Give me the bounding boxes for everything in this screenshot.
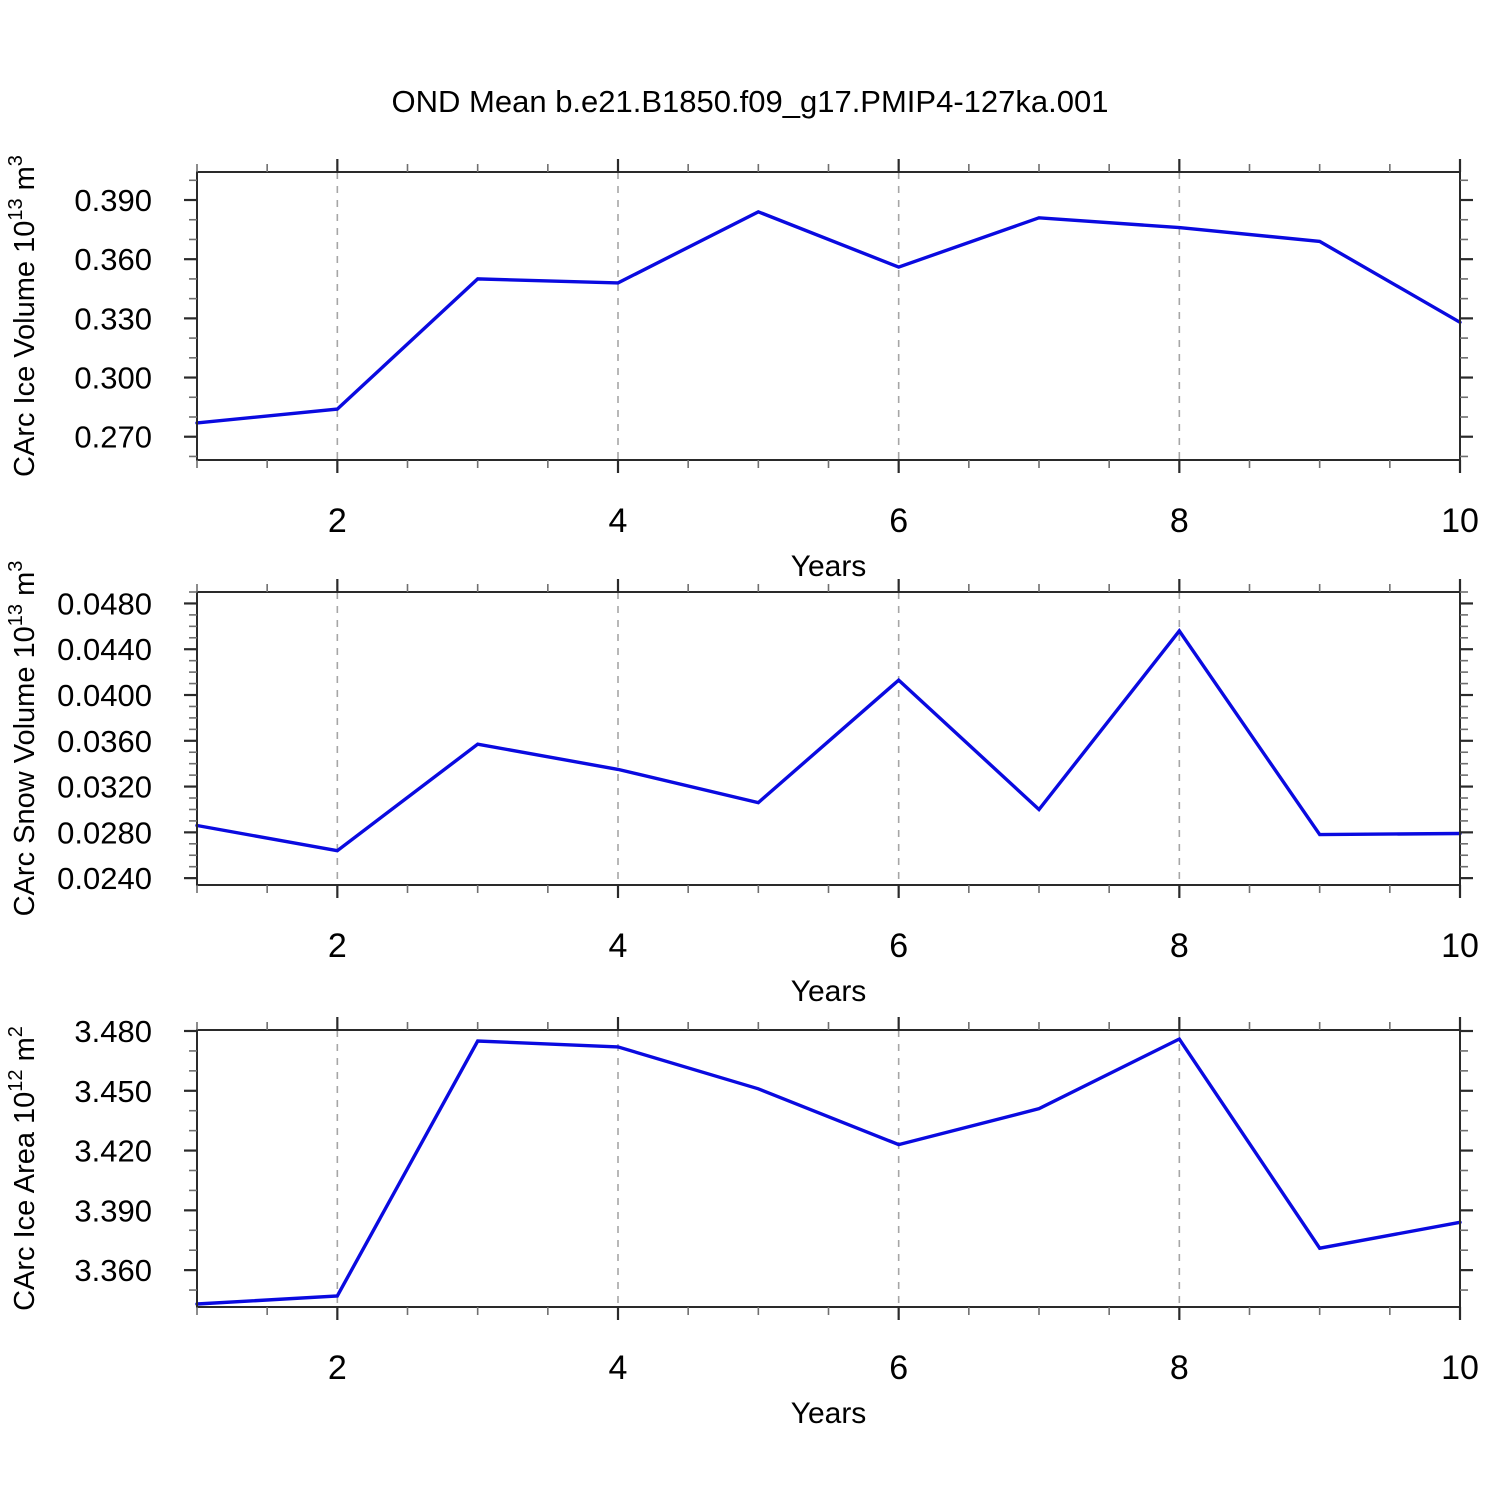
y-tick-label: 3.450 bbox=[74, 1074, 152, 1109]
panel-ice-volume: 2 4 6 8 10 0.270 0.300 0.330 0.360 0.390 Years CArc… bbox=[5, 155, 1479, 583]
x-axis-title: Years bbox=[791, 1397, 867, 1430]
x-tick-label: 8 bbox=[1170, 1349, 1189, 1387]
x-tick-label: 2 bbox=[328, 1349, 347, 1387]
x-tick-label: 8 bbox=[1170, 927, 1189, 965]
plot-frame bbox=[196, 171, 1461, 461]
y-tick-label: 0.0360 bbox=[57, 724, 152, 759]
data-line-snow-volume bbox=[195, 628, 1462, 853]
x-tick-label: 10 bbox=[1441, 1349, 1479, 1387]
chart-title: OND Mean b.e21.B1850.f09_g17.PMIP4-127ka… bbox=[391, 84, 1109, 119]
x-tick-label: 4 bbox=[609, 1349, 628, 1387]
x-tick-label: 10 bbox=[1441, 927, 1479, 965]
x-axis-title: Years bbox=[791, 975, 867, 1008]
x-tick-label: 10 bbox=[1441, 502, 1479, 540]
x-tick-label: 4 bbox=[609, 502, 628, 540]
y-tick-label: 3.480 bbox=[74, 1014, 152, 1049]
y-tick-label: 0.0280 bbox=[57, 815, 152, 850]
y-tick-label: 0.360 bbox=[74, 242, 152, 277]
x-tick-label: 2 bbox=[328, 502, 347, 540]
x-tick-label: 2 bbox=[328, 927, 347, 965]
y-axis-title: CArc Ice Volume 1013 m3 bbox=[5, 155, 41, 477]
plot-frame bbox=[196, 1029, 1461, 1308]
y-tick-label: 3.420 bbox=[74, 1134, 152, 1169]
y-tick-label: 0.0480 bbox=[57, 586, 152, 621]
data-line-ice-volume bbox=[195, 209, 1462, 425]
y-tick-label: 3.360 bbox=[74, 1253, 152, 1288]
y-tick-label: 0.300 bbox=[74, 361, 152, 396]
data-line-ice-area bbox=[195, 1036, 1462, 1306]
y-tick-label: 0.0240 bbox=[57, 861, 152, 896]
plot-frame bbox=[196, 591, 1461, 886]
y-tick-label: 0.0400 bbox=[57, 678, 152, 713]
y-tick-label: 3.390 bbox=[74, 1193, 152, 1228]
x-tick-label: 8 bbox=[1170, 502, 1189, 540]
y-tick-label: 0.270 bbox=[74, 420, 152, 455]
y-tick-label: 0.330 bbox=[74, 301, 152, 336]
y-axis-title: CArc Snow Volume 1013 m3 bbox=[5, 561, 41, 917]
y-tick-label: 0.0440 bbox=[57, 632, 152, 667]
panel-snow-volume: 2 4 6 8 10 0.0240 0.0280 0.0320 0.0360 0.0400 0.04… bbox=[5, 561, 1479, 1008]
x-tick-label: 4 bbox=[609, 927, 628, 965]
x-tick-label: 6 bbox=[889, 1349, 908, 1387]
panel-ice-area: 2 4 6 8 10 3.360 3.390 3.420 3.450 3.480 Years CArc… bbox=[5, 1014, 1479, 1430]
x-tick-label: 6 bbox=[889, 502, 908, 540]
x-axis-title: Years bbox=[791, 550, 867, 583]
x-tick-label: 6 bbox=[889, 927, 908, 965]
y-tick-label: 0.0320 bbox=[57, 770, 152, 805]
y-axis-title: CArc Ice Area 1012 m2 bbox=[5, 1026, 41, 1311]
y-tick-label: 0.390 bbox=[74, 183, 152, 218]
